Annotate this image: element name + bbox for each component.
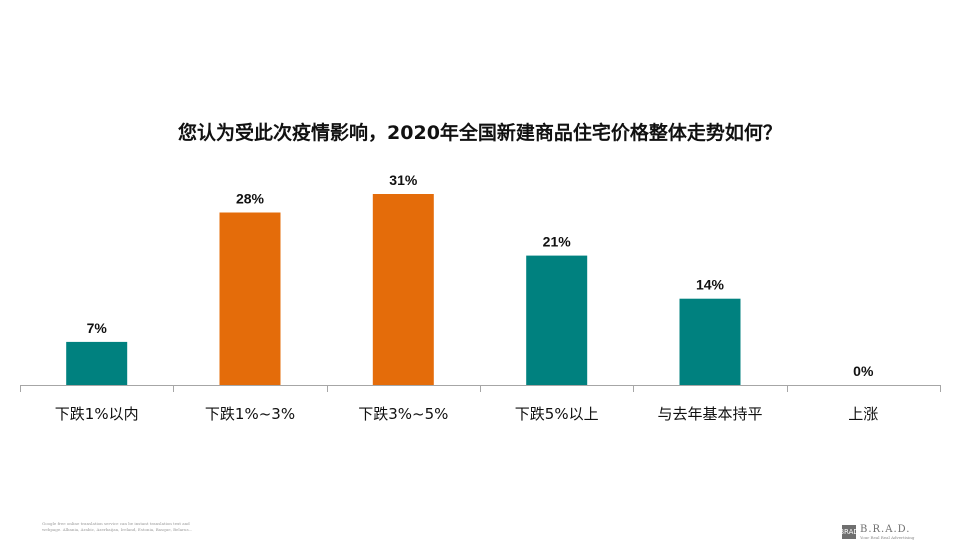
bar-value-label: 7%: [87, 320, 108, 336]
category-label: 下跌3%~5%: [358, 405, 448, 423]
bar-value-label: 21%: [543, 234, 572, 250]
brand-name: B.R.A.D.: [860, 523, 911, 535]
bar-value-label: 31%: [389, 172, 418, 188]
footnote: Google free online translation service c…: [42, 521, 193, 532]
category-label: 下跌1%以内: [55, 405, 139, 423]
brand-tagline: Your Real Real Advertising: [860, 534, 915, 540]
bar: [66, 341, 128, 385]
category-label: 上涨: [848, 405, 878, 423]
category-label: 与去年基本持平: [657, 405, 762, 423]
bar-value-label: 0%: [853, 363, 874, 379]
bar-value-label: 28%: [236, 191, 265, 207]
bar-value-label: 14%: [696, 277, 725, 293]
brand-logo-group: BRAD B.R.A.D. Your Real Real Advertising: [839, 523, 915, 541]
bar: [219, 212, 281, 385]
bar: [526, 255, 588, 385]
chart-title: 您认为受此次疫情影响，2020年全国新建商品住宅价格整体走势如何？: [178, 122, 782, 144]
brand-logo-icon: BRAD: [839, 525, 859, 539]
category-label: 下跌1%~3%: [205, 405, 295, 423]
bar: [372, 194, 434, 385]
brand-text: B.R.A.D. Your Real Real Advertising: [860, 523, 915, 540]
bar: [679, 298, 741, 385]
category-label: 下跌5%以上: [515, 405, 599, 423]
